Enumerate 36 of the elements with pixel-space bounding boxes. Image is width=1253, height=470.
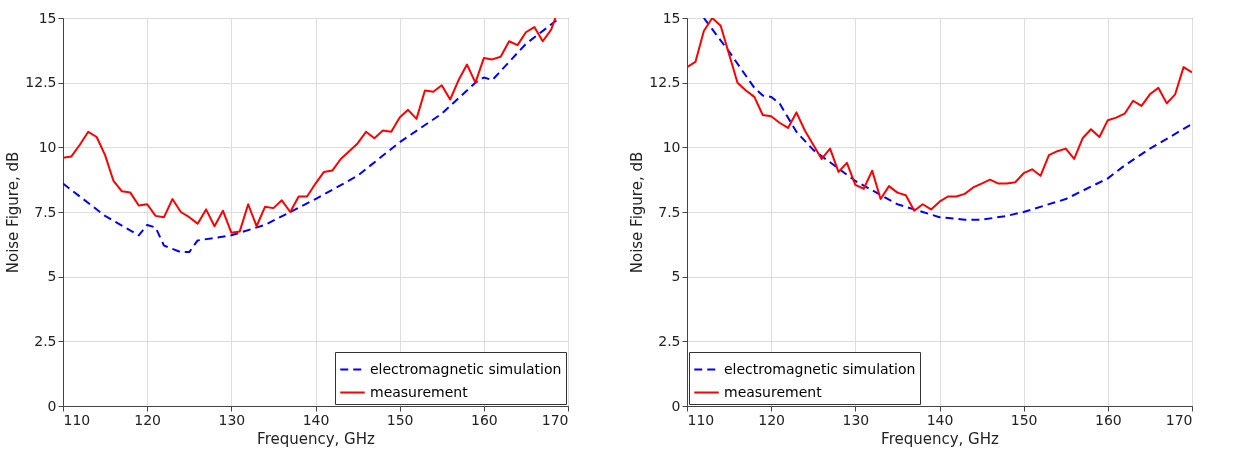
x-tick-label: 140	[926, 411, 954, 428]
legend-label: measurement	[370, 383, 469, 400]
y-tick-label: 15	[662, 9, 681, 26]
y-tick-label: 2.5	[658, 332, 681, 349]
x-tick-label: 170	[1165, 411, 1193, 428]
x-tick-label: 160	[470, 411, 498, 428]
x-tick-label: 120	[758, 411, 786, 428]
x-tick-label: 170	[541, 411, 569, 428]
legend-label: electromagnetic simulation	[370, 360, 562, 377]
y-tick-label: 0	[47, 397, 57, 414]
y-axis-title: Noise Figure, dB	[4, 151, 23, 274]
x-tick-label: 150	[1010, 411, 1038, 428]
x-tick-label: 150	[386, 411, 414, 428]
legend-label: electromagnetic simulation	[724, 360, 916, 377]
legend-label: measurement	[724, 383, 823, 400]
y-tick-label: 7.5	[658, 203, 681, 220]
y-tick-label: 5	[671, 268, 681, 285]
x-tick-label: 130	[842, 411, 870, 428]
y-tick-label: 15	[38, 9, 57, 26]
y-tick-label: 5	[47, 268, 57, 285]
y-tick-label: 10	[662, 138, 681, 155]
x-axis-title: Frequency, GHz	[881, 429, 1000, 448]
x-tick-label: 110	[63, 411, 91, 428]
y-tick-label: 12.5	[25, 74, 57, 91]
x-tick-label: 110	[687, 411, 715, 428]
x-tick-label: 130	[218, 411, 246, 428]
y-tick-label: 7.5	[34, 203, 57, 220]
y-tick-label: 0	[671, 397, 681, 414]
x-tick-label: 160	[1094, 411, 1122, 428]
x-axis-title: Frequency, GHz	[257, 429, 376, 448]
y-tick-label: 2.5	[34, 332, 57, 349]
y-tick-label: 12.5	[649, 74, 681, 91]
y-tick-label: 10	[38, 138, 57, 155]
x-tick-label: 120	[134, 411, 162, 428]
x-tick-label: 140	[302, 411, 330, 428]
y-axis-title: Noise Figure, dB	[628, 151, 647, 274]
